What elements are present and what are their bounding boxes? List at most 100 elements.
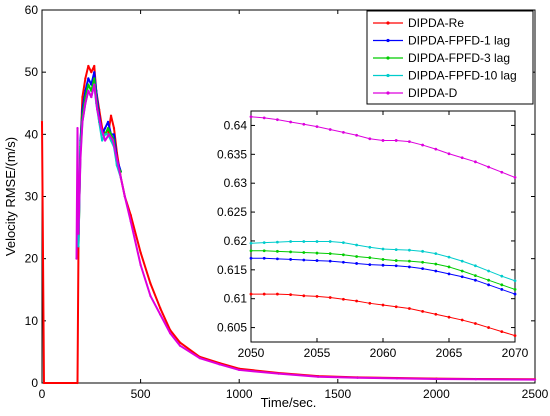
inset-series-point-4 [460,156,464,160]
main-x-tick-label: 2500 [522,387,549,401]
inset-series-point-3 [342,241,345,245]
inset-series-point-0 [328,296,332,299]
x-axis-label: Time/sec. [261,395,317,410]
legend-label-0: DIPDA-Re [408,16,464,30]
main-series-point-4 [277,372,280,375]
main-series-point-1 [112,133,116,136]
inset-series-point-1 [447,272,451,276]
main-series-point-4 [79,158,82,161]
inset-series-point-3 [421,249,424,253]
y-axis-label: Velocity RMSE/(m/s) [3,137,18,256]
main-x-tick-label: 2000 [423,387,450,401]
main-series-point-4 [104,139,107,142]
main-x-tick-label: 1500 [324,387,351,401]
legend-marker-4 [386,91,390,95]
inset-series-point-4 [262,116,266,120]
main-x-tick-label: 0 [39,387,46,401]
legend-label-2: DIPDA-FPFD-3 lag [408,51,510,65]
inset-series-point-2 [328,252,332,256]
inset-series-point-0 [355,299,358,303]
legend-label-3: DIPDA-FPFD-10 lag [408,69,517,83]
main-series-point-1 [104,127,107,130]
main-series-point-0 [76,381,79,385]
inset-series-point-0 [381,303,385,307]
inset-series-point-2 [408,259,411,263]
inset-series-point-0 [249,292,253,296]
inset-plot: 2050 2055 2060 2065 2070 0.605 0.61 0.615 0.62 0.… [217,110,529,360]
inset-series-point-2 [487,278,490,282]
main-series-point-0 [112,127,116,130]
main-series-point-0 [109,114,113,117]
inset-series-point-1 [500,288,504,291]
inset-series-point-2 [249,249,253,253]
inset-series-point-1 [302,258,306,262]
main-series-point-0 [178,341,182,344]
legend-label-1: DIPDA-FPFD-1 lag [408,34,510,48]
main-series-point-4 [474,378,477,381]
main-series-point-4 [77,232,80,235]
main-series-point-0 [149,282,152,285]
legend-marker-3 [386,73,390,78]
inset-series-point-3 [355,243,358,247]
inset-series-point-0 [447,315,451,319]
inset-series-point-1 [513,292,517,296]
inset-series-point-3 [276,240,279,244]
inset-series-point-3 [315,240,319,243]
inset-series-point-4 [315,125,319,128]
inset-series-point-3 [500,274,504,278]
main-series-point-4 [169,332,172,335]
main-series-point-0 [87,64,90,68]
inset-series-point-0 [421,309,424,313]
inset-series-point-1 [315,259,319,262]
inset-x-tick-label: 2060 [370,346,397,360]
main-series-point-0 [93,64,96,68]
main-series-point-4 [129,220,132,223]
inset-series-point-4 [276,118,279,122]
main-x-tick-label: 1000 [226,387,253,401]
inset-series-point-3 [513,279,517,283]
inset-series-point-4 [249,115,253,119]
inset-series-point-4 [302,122,306,126]
main-series-point-4 [435,377,438,381]
inset-series-point-1 [249,256,253,260]
main-series-point-4 [238,368,241,372]
inset-series-point-0 [342,297,345,301]
inset-series-point-3 [328,240,332,243]
main-series-point-4 [115,158,119,161]
inset-y-tick-label: 0.605 [217,321,247,335]
main-x-tick-label: 500 [131,387,151,401]
main-y-tick-label: 30 [25,190,39,204]
inset-plot-area [250,110,516,343]
main-series-point-4 [84,102,87,105]
inset-series-point-2 [474,274,477,277]
main-series-point-0 [40,120,44,123]
main-series-point-4 [76,127,79,130]
main-series-point-4 [139,263,142,266]
main-series-point-1 [87,77,90,80]
main-series-point-2 [106,127,110,130]
inset-series-point-0 [289,293,292,297]
legend-marker-2 [386,56,390,60]
inset-series-point-0 [408,307,411,310]
inset-series-point-0 [513,334,517,338]
inset-series-point-0 [487,326,490,329]
main-series-point-4 [75,257,78,260]
inset-series-point-2 [434,262,438,266]
legend: DIPDA-Re DIPDA-FPFD-1 lag DIPDA-FPFD-3 lag… [366,10,534,105]
main-series-point-4 [356,376,359,379]
inset-series-point-4 [513,176,517,179]
inset-series-point-1 [355,262,358,265]
main-y-tick-label: 20 [25,252,39,266]
main-series-point-3 [104,133,107,136]
inset-series-point-2 [342,253,345,257]
main-series-point-0 [90,71,93,74]
inset-y-tick-label: 0.64 [224,118,248,132]
inset-series-point-3 [434,252,438,256]
inset-series-point-1 [262,256,266,260]
inset-series-point-0 [394,305,398,309]
main-series-point-4 [81,120,84,123]
main-series-point-0 [159,307,162,310]
inset-series-point-3 [460,259,464,263]
inset-series-point-1 [381,263,385,267]
main-y-tick-label: 0 [31,376,38,390]
